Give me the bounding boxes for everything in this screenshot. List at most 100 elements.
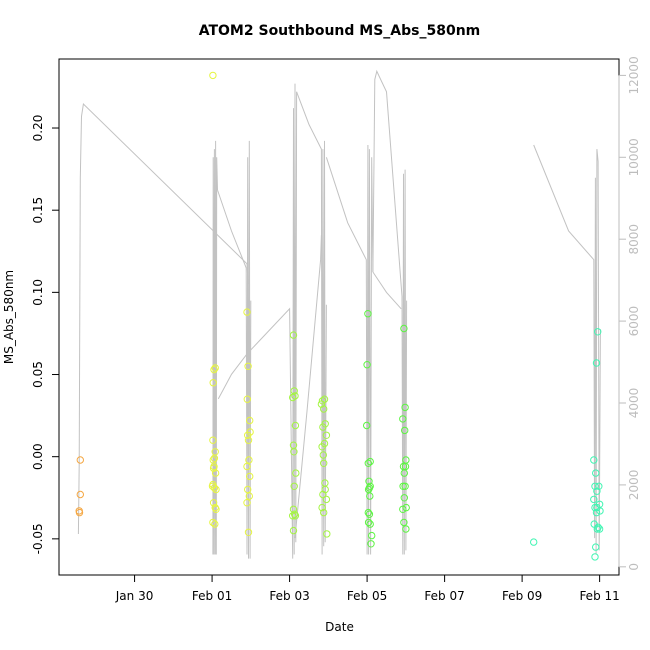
data-point-1-28 — [245, 456, 253, 464]
data-point-3-13 — [368, 531, 376, 540]
data-point-3-24 — [399, 482, 407, 490]
data-point-1-0 — [209, 71, 217, 80]
data-point-4-18 — [594, 523, 602, 531]
data-point-3-25 — [401, 482, 409, 490]
depth-line-7 — [372, 69, 408, 555]
data-point-3-4 — [366, 457, 374, 466]
y2-tick-label-0: 0 — [627, 563, 641, 571]
data-point-2-4 — [291, 421, 300, 430]
data-point-1-21 — [244, 362, 252, 370]
data-point-4-5 — [595, 482, 603, 490]
data-point-2-0 — [289, 331, 298, 339]
data-point-2-14 — [318, 397, 327, 405]
data-point-1-29 — [244, 485, 252, 494]
data-point-4-15 — [595, 525, 604, 533]
data-point-4-11 — [591, 503, 599, 512]
data-point-0-0 — [76, 456, 85, 464]
data-point-1-18 — [210, 462, 218, 471]
data-point-1-13 — [209, 499, 218, 507]
data-point-2-19 — [319, 423, 327, 431]
y2-tick-label-5: 10000 — [627, 138, 641, 176]
data-point-3-18 — [399, 415, 407, 423]
data-point-2-3 — [291, 392, 299, 400]
data-point-1-17 — [212, 505, 220, 513]
data-point-1-22 — [243, 395, 252, 403]
data-point-2-2 — [289, 393, 297, 402]
data-point-1-4 — [209, 436, 217, 444]
x-tick-label-4: Feb 07 — [424, 589, 464, 603]
data-point-3-17 — [401, 403, 409, 412]
data-point-3-29 — [400, 518, 408, 527]
data-point-4-7 — [593, 487, 601, 495]
data-point-1-30 — [245, 492, 254, 500]
data-points — [75, 71, 604, 561]
x-tick-label-0: Jan 30 — [115, 589, 154, 603]
data-point-1-16 — [211, 520, 219, 528]
data-point-3-10 — [365, 510, 374, 518]
data-point-1-32 — [244, 528, 253, 536]
data-point-1-7 — [211, 448, 219, 456]
data-point-4-17 — [591, 553, 599, 561]
chart-title: ATOM2 Southbound MS_Abs_580nm — [199, 23, 481, 39]
data-point-3-9 — [364, 508, 372, 517]
data-point-2-27 — [318, 503, 326, 512]
y2-tick-label-3: 6000 — [627, 306, 641, 337]
data-point-3-1 — [363, 361, 371, 369]
x-tick-label-5: Feb 09 — [502, 589, 542, 603]
data-point-2-1 — [290, 387, 298, 395]
y-tick-label-4: 0.15 — [31, 197, 45, 224]
data-point-3-2 — [363, 421, 371, 430]
y-tick-label-3: 0.10 — [31, 279, 45, 306]
depth-lines — [77, 69, 601, 559]
data-point-4-6 — [591, 482, 599, 490]
plot-frame — [58, 58, 620, 576]
data-point-2-30 — [321, 479, 329, 487]
data-point-1-31 — [243, 499, 251, 507]
data-point-4-0 — [530, 538, 538, 546]
data-point-2-23 — [320, 459, 328, 467]
y2-tick-label-6: 12000 — [627, 56, 641, 94]
data-point-1-20 — [243, 308, 251, 316]
depth-line-9 — [533, 144, 601, 555]
depth-line-1 — [212, 140, 218, 555]
data-point-3-16 — [400, 324, 408, 333]
depth-line-4 — [296, 91, 327, 555]
data-point-2-13 — [290, 510, 299, 518]
data-point-4-16 — [592, 543, 600, 551]
data-point-2-29 — [323, 530, 331, 538]
data-point-0-3 — [75, 508, 84, 517]
data-point-1-9 — [211, 469, 220, 477]
y2-tick-label-2: 4000 — [627, 388, 641, 419]
data-point-2-22 — [318, 443, 326, 451]
data-point-3-23 — [400, 469, 408, 477]
x-tick-label-2: Feb 03 — [269, 589, 309, 603]
depth-line-2 — [217, 140, 252, 559]
data-point-1-19 — [208, 482, 217, 490]
data-point-4-19 — [592, 508, 601, 517]
depth-line-6 — [325, 144, 374, 555]
data-point-3-3 — [364, 459, 372, 467]
data-point-4-3 — [590, 456, 598, 464]
axes: Jan 30 Feb 01 Feb 03 Feb 05 Feb 07 Feb 09 Feb … — [31, 56, 641, 603]
data-point-2-8 — [290, 482, 298, 490]
data-point-1-27 — [243, 462, 251, 471]
data-point-2-7 — [292, 469, 300, 477]
data-point-4-8 — [590, 495, 598, 504]
depth-line-3 — [217, 83, 298, 559]
data-point-1-26 — [246, 428, 254, 436]
data-point-3-14 — [367, 540, 375, 548]
y-tick-label-5: 0.20 — [31, 115, 45, 142]
y-tick-label-0: -0.05 — [31, 523, 45, 554]
data-point-2-26 — [322, 495, 331, 504]
data-point-3-30 — [402, 525, 410, 533]
data-point-3-12 — [366, 520, 374, 528]
data-point-2-25 — [319, 490, 327, 499]
depth-line-5 — [294, 235, 322, 539]
y2-tick-label-1: 2000 — [627, 470, 641, 501]
y-axis-label: MS_Abs_580nm — [2, 270, 16, 364]
data-point-3-8 — [366, 492, 374, 500]
data-point-3-27 — [402, 503, 410, 512]
data-point-2-12 — [289, 526, 298, 535]
data-point-1-3 — [209, 379, 217, 387]
